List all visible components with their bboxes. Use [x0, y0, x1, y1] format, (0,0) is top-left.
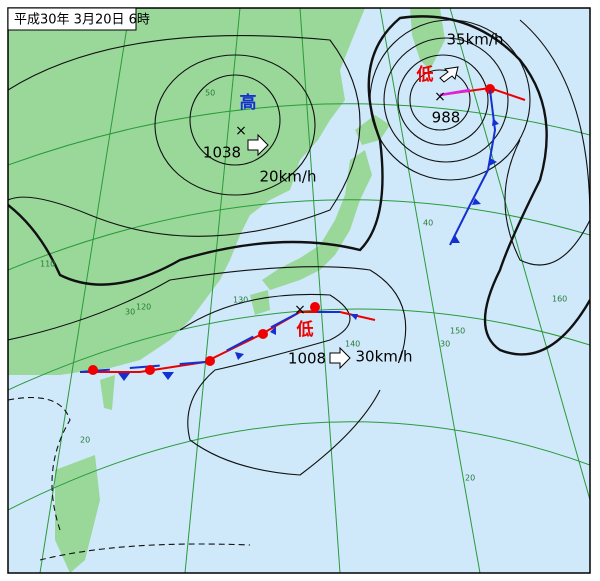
stationary-front-cold [79, 311, 340, 373]
taiwan [100, 375, 115, 410]
center-mark: × [434, 89, 446, 105]
isobar [383, 37, 509, 163]
motion-arrow [247, 133, 269, 157]
grid-label: 40 [423, 219, 433, 228]
center-mark: × [294, 302, 306, 318]
isobar [154, 54, 316, 196]
warm-symbol [310, 302, 320, 312]
isobar [504, 19, 590, 266]
isobar [8, 15, 590, 356]
occluded-front [439, 88, 471, 97]
warm-symbol [88, 365, 98, 375]
grid-label: 160 [552, 295, 567, 304]
low-label: 低 [296, 319, 314, 340]
pressure-label: 988 [432, 109, 461, 127]
motion-arrow [329, 346, 351, 370]
honshu [262, 150, 372, 290]
isobar [8, 396, 71, 531]
map-body: × × × 高 1038 20km/h 低 988 35km/h 低 1008 … [8, 8, 590, 573]
grid-label: 20 [465, 474, 475, 483]
kyushu [250, 290, 270, 315]
grid-label: 110 [40, 260, 55, 269]
isobar [39, 543, 251, 561]
isobar [189, 74, 281, 166]
longitude-line [299, 8, 341, 573]
warm-symbol [258, 329, 268, 339]
title-box [7, 7, 137, 31]
title: 平成30年 3月20日 6時 [14, 13, 150, 28]
longitude-line [379, 8, 481, 573]
grid-label: 20 [80, 436, 90, 445]
sakhalin [410, 8, 445, 70]
speed-label: 35km/h [447, 31, 504, 49]
grid-label: 30 [125, 308, 135, 317]
center-mark: × [235, 123, 247, 139]
latitude-line [8, 421, 590, 511]
isobar [409, 69, 471, 131]
grid-label: 30 [440, 340, 450, 349]
isobar [8, 266, 407, 361]
low-label: 低 [416, 64, 434, 85]
grid-label: 50 [205, 89, 215, 98]
isobar [179, 293, 381, 476]
speed-label: 20km/h [260, 168, 317, 186]
longitude-line [184, 8, 241, 573]
high-label: 高 [240, 92, 257, 113]
pressure-label: 1038 [203, 144, 241, 162]
warm-symbol [145, 365, 155, 375]
frame [7, 7, 591, 574]
hokkaido [355, 115, 390, 145]
warm-symbol [485, 84, 495, 94]
grid-label: 140 [345, 340, 360, 349]
motion-arrow [439, 66, 459, 83]
isobar [8, 35, 361, 237]
grid-label: 150 [450, 327, 465, 336]
isobar [397, 54, 489, 146]
longitude-line [39, 8, 131, 573]
speed-label: 30km/h [356, 348, 413, 366]
cold-front [449, 89, 497, 246]
philippines [55, 455, 100, 573]
warm-symbol [205, 356, 215, 366]
latitude-line [8, 103, 590, 166]
grid-label: 130 [233, 296, 248, 305]
pressure-label: 1008 [288, 350, 326, 368]
grid-label: 120 [136, 303, 151, 312]
isobar [369, 19, 531, 181]
